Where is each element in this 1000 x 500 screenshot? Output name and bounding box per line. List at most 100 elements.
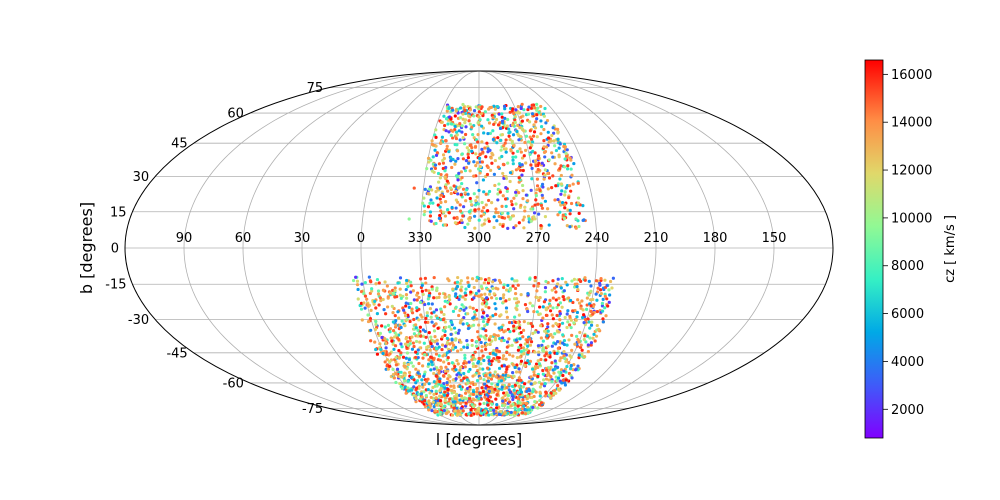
data-point (530, 143, 534, 148)
data-point (582, 321, 586, 325)
data-point (492, 215, 496, 219)
data-point (560, 201, 565, 205)
data-point (516, 167, 521, 171)
data-point (485, 342, 489, 347)
data-point (550, 151, 554, 155)
data-point (501, 354, 506, 358)
data-point (473, 382, 478, 387)
data-point (497, 182, 501, 186)
data-point (485, 366, 490, 370)
data-point (597, 327, 601, 331)
data-point (539, 226, 543, 230)
data-point (455, 133, 459, 137)
data-point (408, 319, 412, 324)
data-point (568, 184, 572, 188)
data-point (530, 177, 534, 181)
data-point (588, 336, 592, 340)
data-point (474, 199, 478, 203)
data-point (575, 310, 580, 315)
data-point (486, 287, 490, 292)
data-point (455, 280, 460, 284)
colorbar (864, 59, 884, 439)
data-point (438, 394, 442, 398)
data-point (568, 314, 572, 318)
data-point (500, 204, 504, 208)
data-point (557, 296, 561, 300)
data-point (492, 333, 496, 337)
data-point (480, 345, 484, 349)
data-point (536, 359, 540, 363)
data-point (391, 320, 395, 324)
data-point (528, 277, 532, 281)
data-point (534, 120, 538, 124)
data-point (417, 361, 421, 366)
data-point (565, 224, 569, 228)
data-point (486, 147, 490, 151)
data-point (421, 201, 425, 205)
data-point (508, 110, 512, 114)
data-point (475, 330, 480, 334)
data-point (540, 193, 544, 197)
data-point (528, 301, 532, 305)
data-point (525, 347, 529, 352)
data-point (428, 185, 433, 189)
data-point (542, 145, 546, 149)
data-point (439, 200, 443, 205)
x-tick-label: 30 (294, 231, 311, 246)
data-point (442, 408, 446, 413)
data-point (475, 387, 479, 391)
data-point (386, 295, 390, 299)
data-point (435, 338, 439, 342)
data-point (471, 404, 476, 409)
data-point (537, 282, 541, 286)
data-point (462, 142, 467, 146)
data-point (511, 107, 515, 111)
data-point (536, 167, 540, 172)
data-point (543, 354, 547, 358)
data-point (532, 394, 536, 399)
data-point (488, 292, 492, 296)
data-point (422, 212, 426, 217)
data-point (499, 379, 504, 383)
data-point (429, 395, 433, 400)
data-point (399, 370, 403, 374)
data-point (488, 362, 492, 366)
data-point (522, 352, 526, 356)
data-point (494, 406, 499, 410)
data-point (397, 316, 401, 320)
data-point (427, 187, 431, 191)
data-point (497, 359, 501, 364)
data-point (521, 335, 525, 339)
data-point (467, 119, 471, 123)
data-point (529, 340, 534, 344)
data-point (506, 117, 510, 122)
data-point (603, 294, 608, 298)
data-point (599, 292, 603, 296)
data-point (363, 294, 368, 298)
data-point (414, 396, 418, 401)
data-point (517, 180, 521, 184)
data-point (538, 398, 542, 403)
data-point (516, 404, 520, 408)
data-point (477, 371, 481, 375)
data-point (445, 340, 450, 345)
data-point (548, 304, 552, 308)
data-point (512, 329, 516, 333)
data-point (539, 125, 544, 129)
data-point (510, 123, 515, 127)
data-point (556, 213, 560, 217)
data-point (467, 210, 471, 214)
data-point (467, 148, 471, 152)
data-point (385, 358, 389, 362)
data-point (474, 152, 478, 156)
data-point (531, 304, 535, 308)
data-point (525, 389, 529, 394)
data-point (558, 359, 562, 363)
data-point (538, 312, 542, 316)
data-point (388, 327, 392, 331)
data-point (459, 406, 463, 411)
data-point (527, 408, 531, 412)
data-point (553, 388, 557, 393)
data-point (551, 279, 555, 283)
data-point (404, 287, 408, 292)
